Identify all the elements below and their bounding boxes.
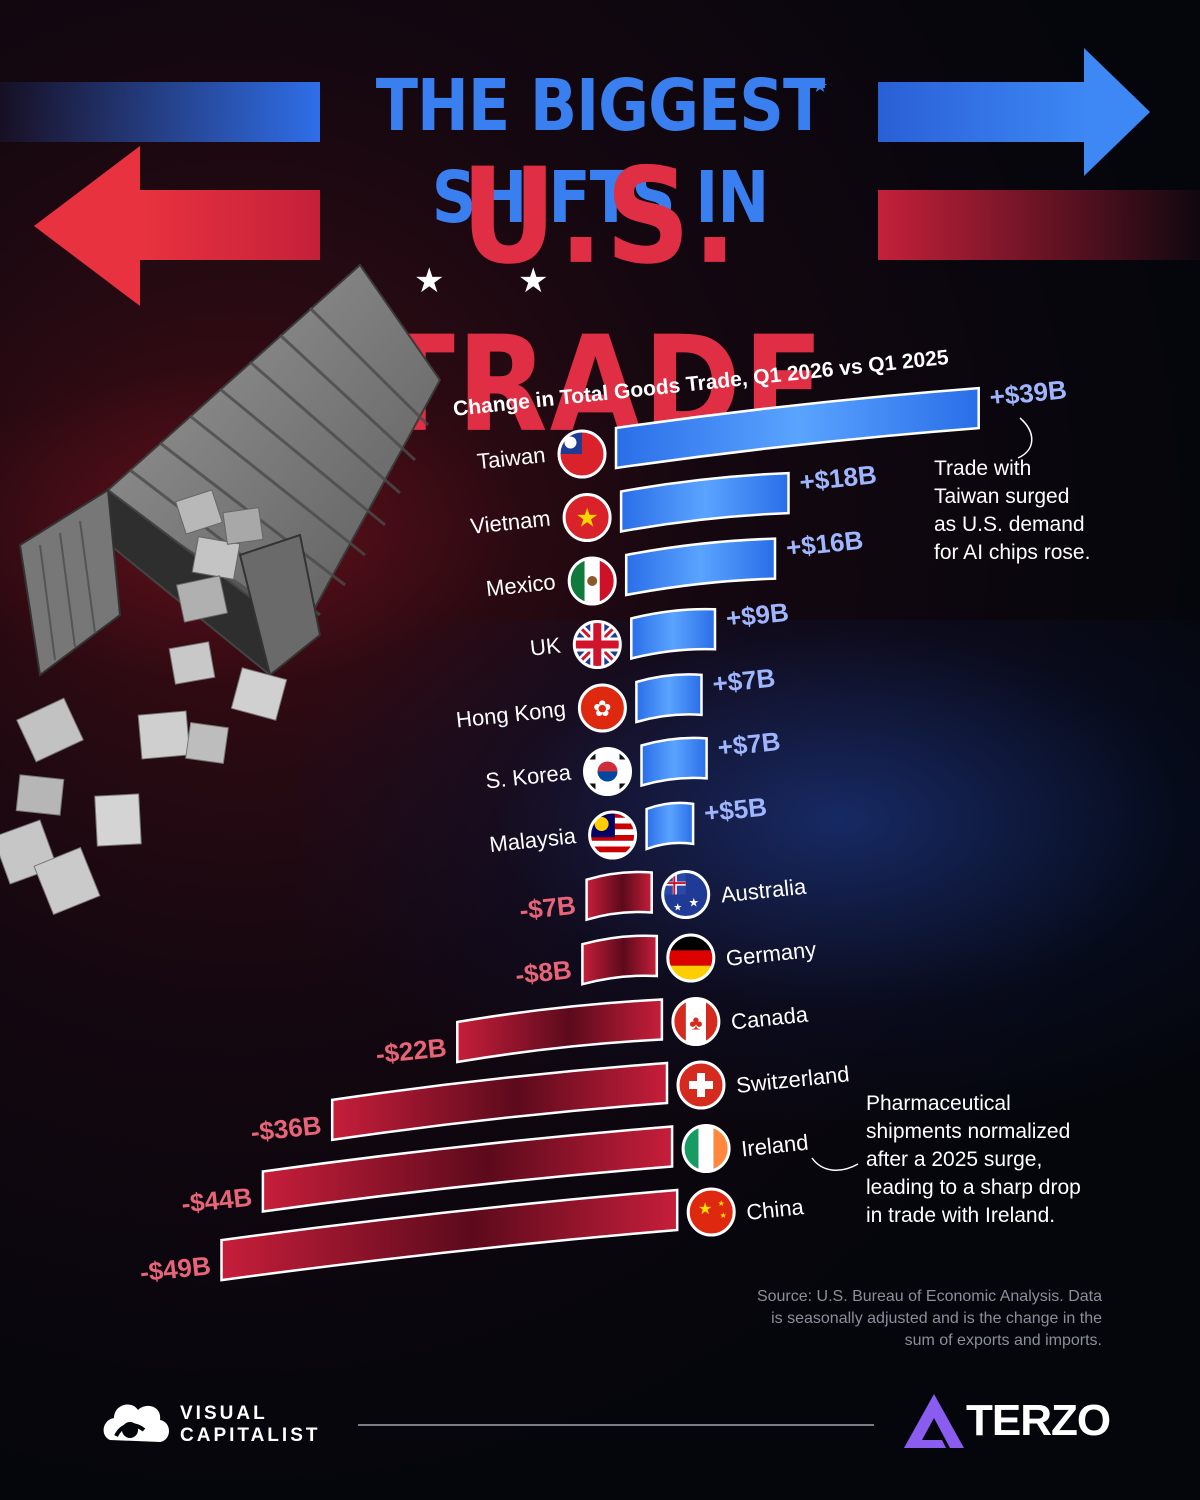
bar-hong-kong [635,673,703,724]
annotation-line: Taiwan surged [934,485,1070,508]
terzo-logo-icon [904,1394,964,1448]
svg-text:★: ★ [698,1201,712,1218]
annotation-line: after a 2025 surge, [866,1148,1043,1171]
svg-text:★: ★ [720,1211,727,1220]
title-arrow-red-right-bar [878,190,1200,260]
south-korea-flag [583,747,632,796]
source-line: is seasonally adjusted and is the change… [771,1310,1102,1327]
annotation-line: in trade with Ireland. [866,1204,1056,1227]
country-label: Australia [720,874,808,908]
australia-flag: ★★ [661,870,711,919]
country-label: Germany [725,937,818,971]
taiwan-flag [557,429,607,479]
annotation-line: leading to a sharp drop [866,1176,1081,1199]
country-label: S. Korea [484,760,573,794]
country-label: UK [529,633,562,661]
source-line: Source: U.S. Bureau of Economic Analysis… [756,1288,1102,1305]
country-label: Mexico [485,569,557,601]
svg-text:★: ★ [688,896,699,910]
bar-australia [585,870,653,922]
annotation-line: shipments normalized [866,1120,1071,1143]
germany-flag [666,933,716,983]
country-label: China [745,1194,806,1225]
country-label: Canada [730,1001,810,1034]
arrow-right-icon [1084,48,1150,176]
arrow-left-icon [34,146,140,306]
country-label: Vietnam [469,506,551,539]
bar-germany [581,934,659,986]
svg-text:★: ★ [718,1199,725,1208]
annotation-line: Pharmaceutical [866,1092,1011,1115]
country-label: Taiwan [476,442,547,474]
bar-mexico [624,537,777,597]
value-label: -$22B [374,1032,448,1069]
bar-ireland [261,1125,674,1213]
value-label: -$7B [518,890,577,926]
star-icon: ★ [812,76,829,96]
country-label: Switzerland [735,1061,851,1098]
value-label: +$9B [724,597,790,633]
star-icon: ★ [414,262,445,300]
bar-switzerland [330,1061,669,1142]
canada-flag: ♣ [671,997,721,1046]
value-label: -$44B [180,1182,254,1219]
uk-flag [572,620,622,669]
bar-uk [630,607,717,661]
title-line-1: THE BIGGEST SHIFTS IN [375,63,826,240]
shipping-container-illustration [0,263,442,916]
bar-china [220,1188,679,1282]
brand-line-2: CAPITALIST [180,1425,321,1446]
sponsor-name: TERZO [966,1396,1111,1445]
value-label: -$8B [514,954,573,990]
title-line-2: U.S. TRADE [374,138,826,462]
annotation-connector [811,1157,859,1171]
source-line: sum of exports and imports. [904,1332,1102,1349]
china-flag: ★ ★ ★ [686,1187,736,1237]
annotation-connector [1017,417,1033,459]
brand-line-1: VISUAL [180,1403,268,1424]
ireland-flag [681,1124,731,1173]
value-label: +$7B [711,662,777,698]
title-arrow-red-left-bar [140,190,320,260]
hong-kong-flag: ✿ [577,683,627,733]
country-label: Ireland [740,1130,810,1162]
brand-name: VISUAL CAPITALIST [180,1403,320,1447]
svg-text:★: ★ [673,903,682,914]
value-label: +$7B [716,726,782,762]
mexico-flag [567,556,617,606]
bar-canada [456,998,664,1064]
value-label: +$5B [703,791,769,827]
title-arrow-blue-right-bar [878,82,1088,142]
annotation-line: as U.S. demand [934,513,1085,536]
taiwan-annotation: Trade with Taiwan surged as U.S. demand … [934,455,1090,567]
malaysia-flag [588,810,638,860]
value-label: -$49B [139,1250,213,1287]
value-label: +$16B [784,525,864,563]
bar-malaysia [645,801,695,851]
switzerland-flag [676,1060,726,1110]
vietnam-flag: ★ [562,493,612,542]
svg-text:✿: ✿ [593,696,611,721]
star-icon: ★ [518,262,549,300]
value-label: -$36B [249,1110,323,1147]
visual-capitalist-logo-icon [103,1404,169,1442]
annotation-line: for AI chips rose. [934,541,1091,564]
svg-text:★: ★ [575,503,598,533]
title-arrow-blue-left-bar [0,82,320,142]
bar-s-korea [640,736,708,788]
value-label: +$39B [988,374,1068,412]
ireland-annotation: Pharmaceutical shipments normalized afte… [866,1090,1081,1230]
source-note: Source: U.S. Bureau of Economic Analysis… [682,1286,1102,1352]
country-label: Hong Kong [455,696,567,732]
svg-text:♣: ♣ [689,1013,702,1035]
value-label: +$18B [798,459,878,497]
annotation-line: Trade with [934,457,1032,480]
background-blue-glow [300,620,1200,1120]
bar-vietnam [619,471,790,533]
country-label: Malaysia [488,823,578,857]
bar-taiwan [614,386,980,470]
footer-divider [358,1424,874,1426]
